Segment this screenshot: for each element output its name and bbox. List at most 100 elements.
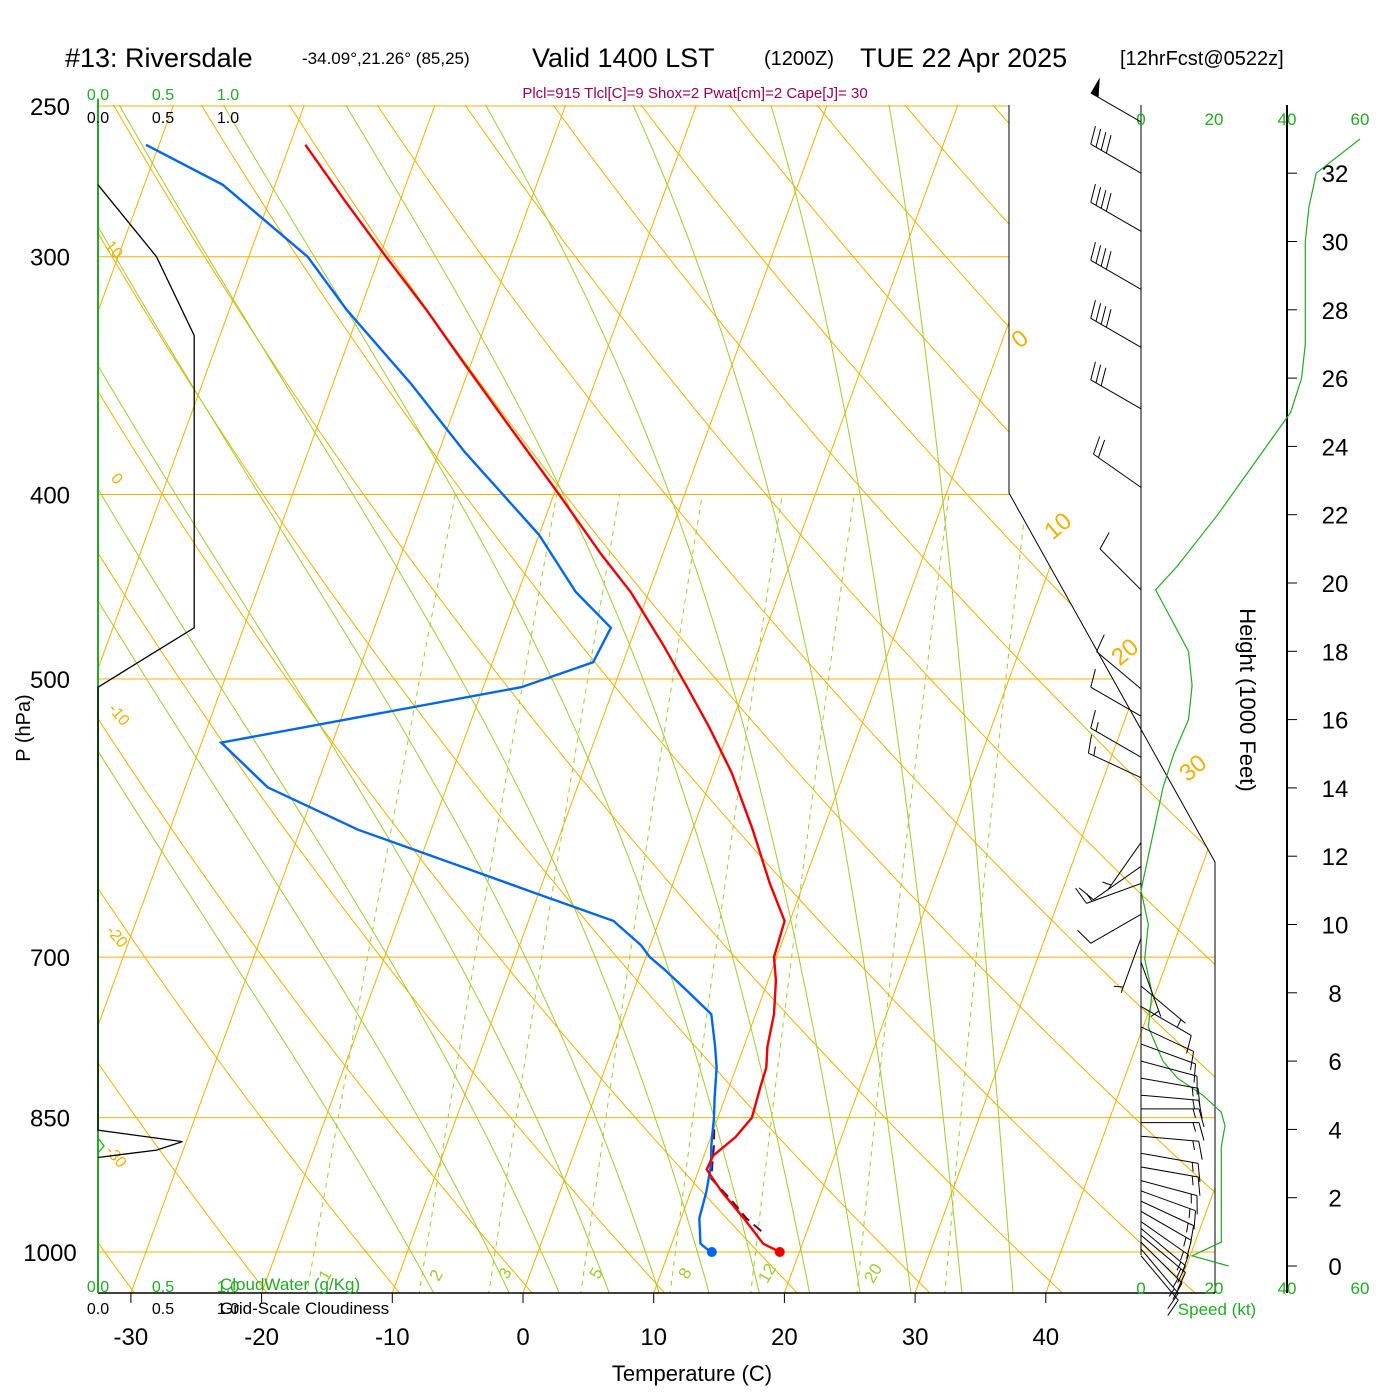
moist-adiabat xyxy=(100,105,716,1293)
wind-barb xyxy=(1090,184,1142,232)
height-axis-label: Height (1000 Feet) xyxy=(1235,608,1260,791)
wind-barb-flag xyxy=(1075,887,1087,904)
wind-barb-staff xyxy=(1140,961,1162,1017)
height-tick: 4 xyxy=(1328,1117,1341,1144)
stability-indices: Plcl=915 Tlcl[C]=9 Shox=2 Pwat[cm]=2 Cap… xyxy=(522,85,867,102)
wind-barb-flag xyxy=(1077,929,1092,944)
mixing-ratio-line xyxy=(484,494,620,1293)
wind-barb xyxy=(1140,961,1162,1017)
dry-adiabat xyxy=(528,105,1215,1293)
wind-barb xyxy=(1102,842,1142,891)
wind-barb-half-flag xyxy=(1093,746,1096,756)
wind-barb xyxy=(1140,1166,1201,1196)
wind-barb-half-flag xyxy=(1192,1140,1195,1151)
wind-barb-flag xyxy=(1197,1088,1201,1107)
wind-barb xyxy=(1140,985,1186,1029)
wind-barb-flag xyxy=(1181,1254,1189,1273)
wind-barb-staff xyxy=(1140,1234,1186,1273)
wind-barb-half-flag xyxy=(1188,1208,1191,1219)
wind-barb-flag xyxy=(1095,364,1102,383)
wind-barb-staff xyxy=(1140,1180,1198,1197)
wind-barb-staff xyxy=(1090,379,1142,410)
wind-barb-staff xyxy=(1090,143,1142,174)
wind-barb-half-flag xyxy=(1191,1087,1194,1097)
dry-adiabat-label: 0 xyxy=(107,470,126,488)
moist-adiabat xyxy=(203,105,766,1293)
wind-barb-flag xyxy=(1198,1108,1205,1128)
height-tick: 18 xyxy=(1322,639,1349,666)
wind-barb xyxy=(1140,1241,1183,1300)
surface-temperature-dot xyxy=(774,1247,785,1257)
wind-barb-staff xyxy=(1086,883,1142,904)
isotherm xyxy=(391,105,830,1293)
wind-barb-flag xyxy=(1090,242,1096,261)
speed-axis-label: Speed (kt) xyxy=(1178,1300,1256,1319)
isotherm xyxy=(783,105,1215,1293)
cloud-water-profile xyxy=(97,1137,105,1154)
dry-adiabat xyxy=(98,105,820,1293)
wind-barb-flag xyxy=(1105,134,1112,154)
wind-barb-staff xyxy=(1140,985,1186,1024)
mixing-ratio-line xyxy=(302,494,456,1293)
wind-barb xyxy=(1140,1094,1203,1119)
isotherm xyxy=(261,105,699,1293)
wind-barb-staff xyxy=(1140,1248,1179,1294)
wind-barb-staff xyxy=(1120,937,1142,993)
utc-time: (1200Z) xyxy=(764,48,834,70)
wind-barb xyxy=(1140,1200,1195,1245)
wind-barb-pennant xyxy=(1090,77,1100,98)
wind-barb xyxy=(1140,1006,1192,1054)
pressure-tick: 300 xyxy=(30,245,70,272)
wind-barb-staff xyxy=(1099,548,1142,591)
wind-barb-flag xyxy=(1167,1293,1179,1310)
pressure-tick: 500 xyxy=(30,667,70,694)
wind-barb xyxy=(1090,77,1142,123)
moist-adiabat xyxy=(98,105,667,1293)
wind-barb-flag xyxy=(1193,1210,1197,1230)
cloud-water-tick-top: 0.5 xyxy=(152,87,174,104)
wind-barb xyxy=(1077,913,1142,944)
wind-barb-staff xyxy=(1140,1190,1196,1212)
pressure-axis-label: P (hPa) xyxy=(13,694,35,761)
mixing-ratio-line xyxy=(666,494,783,1293)
moist-adiabat xyxy=(98,105,570,1293)
wind-barb xyxy=(1140,1221,1189,1273)
wind-barb-half-flag xyxy=(1176,1268,1182,1278)
speed-tick-top: 0 xyxy=(1136,110,1145,129)
wind-barb-staff xyxy=(1140,1006,1192,1036)
wind-barb-staff xyxy=(1140,1200,1194,1227)
wind-barb-half-flag xyxy=(1095,721,1099,732)
moist-adiabat xyxy=(325,105,815,1293)
wind-barb xyxy=(1140,1060,1198,1095)
wind-barb-flag xyxy=(1095,303,1102,322)
wind-barb-flag xyxy=(1090,709,1096,729)
height-tick: 26 xyxy=(1322,366,1349,393)
wind-barb xyxy=(1140,1077,1201,1107)
cloud-water-tick-bottom: 0.0 xyxy=(87,1279,109,1296)
wind-barb xyxy=(1141,1122,1205,1141)
wind-barb-flag xyxy=(1090,668,1096,688)
wind-barb-staff xyxy=(1090,92,1142,123)
wind-barb-staff xyxy=(1088,752,1142,779)
dry-adiabat xyxy=(98,105,553,1293)
wind-barb-staff xyxy=(1140,1077,1199,1089)
dry-adiabat xyxy=(181,105,1215,1293)
wind-barb-staff xyxy=(1140,1228,1186,1267)
wind-barb-flag xyxy=(1100,190,1107,209)
moist-adiabat xyxy=(466,105,865,1293)
wind-barb-half-flag xyxy=(1186,1223,1189,1233)
wind-barb-half-flag xyxy=(1191,1175,1194,1186)
wind-barb-half-flag xyxy=(1180,1251,1185,1261)
temperature-tick: 20 xyxy=(771,1324,798,1351)
height-tick: 16 xyxy=(1322,708,1349,735)
wind-barb xyxy=(1140,1180,1198,1215)
dry-adiabat-label: -10 xyxy=(105,701,133,730)
wind-barb-flag xyxy=(1090,361,1096,380)
wind-barb xyxy=(1140,1043,1197,1083)
wind-barb-flag xyxy=(1096,634,1105,652)
wind-barb xyxy=(1099,532,1142,591)
wind-barb xyxy=(1140,1026,1195,1070)
cloud-water-tick-top: 1.0 xyxy=(217,87,239,104)
dry-adiabat xyxy=(98,105,419,1293)
